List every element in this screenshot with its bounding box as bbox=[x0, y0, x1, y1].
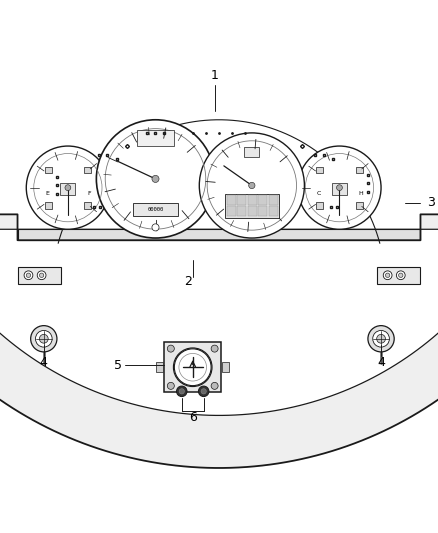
Circle shape bbox=[31, 326, 57, 352]
Bar bbox=[164, 342, 221, 392]
Circle shape bbox=[179, 389, 184, 394]
Bar bbox=[268, 196, 278, 205]
Bar bbox=[156, 362, 163, 373]
Bar bbox=[84, 167, 91, 173]
Circle shape bbox=[211, 345, 218, 352]
Circle shape bbox=[24, 271, 33, 280]
Circle shape bbox=[167, 345, 174, 352]
Bar bbox=[137, 130, 174, 147]
Text: 4: 4 bbox=[40, 357, 48, 369]
Circle shape bbox=[26, 273, 31, 278]
Polygon shape bbox=[0, 213, 438, 415]
Circle shape bbox=[37, 271, 46, 280]
Bar bbox=[377, 266, 420, 284]
Circle shape bbox=[96, 120, 215, 238]
Circle shape bbox=[173, 348, 212, 386]
Circle shape bbox=[174, 349, 211, 386]
Text: E: E bbox=[45, 191, 49, 196]
Circle shape bbox=[199, 133, 304, 238]
Circle shape bbox=[152, 175, 159, 182]
Circle shape bbox=[211, 382, 218, 390]
Bar bbox=[316, 167, 323, 173]
Bar bbox=[226, 206, 236, 216]
Bar bbox=[258, 206, 267, 216]
Text: 1: 1 bbox=[211, 69, 219, 83]
Circle shape bbox=[368, 326, 394, 352]
Bar bbox=[258, 196, 267, 205]
Circle shape bbox=[399, 273, 403, 278]
Text: 2: 2 bbox=[184, 276, 192, 288]
Text: 4: 4 bbox=[377, 357, 385, 369]
Bar bbox=[268, 206, 278, 216]
Bar bbox=[18, 229, 420, 240]
Circle shape bbox=[383, 271, 392, 280]
Circle shape bbox=[65, 185, 71, 191]
Text: 5: 5 bbox=[114, 359, 122, 372]
Bar bbox=[356, 203, 363, 208]
Bar bbox=[247, 206, 257, 216]
Bar bbox=[247, 196, 257, 205]
Bar bbox=[356, 167, 363, 173]
Text: H: H bbox=[358, 191, 363, 196]
Circle shape bbox=[152, 224, 159, 231]
Circle shape bbox=[39, 334, 48, 343]
Circle shape bbox=[336, 185, 343, 191]
Circle shape bbox=[298, 146, 381, 229]
Bar bbox=[244, 147, 259, 157]
Text: 3: 3 bbox=[427, 197, 435, 209]
Text: F: F bbox=[87, 191, 91, 196]
Text: C: C bbox=[317, 191, 321, 196]
Bar bbox=[226, 196, 236, 205]
Bar bbox=[18, 266, 61, 284]
Bar bbox=[332, 183, 347, 195]
Text: 00000: 00000 bbox=[147, 207, 164, 212]
Circle shape bbox=[198, 386, 209, 397]
Bar bbox=[84, 203, 91, 208]
Bar bbox=[45, 167, 52, 173]
Circle shape bbox=[396, 271, 405, 280]
Bar bbox=[316, 203, 323, 208]
Circle shape bbox=[373, 330, 389, 347]
Bar bbox=[237, 196, 246, 205]
Bar bbox=[225, 195, 279, 218]
Circle shape bbox=[26, 146, 110, 229]
Bar bbox=[133, 203, 178, 215]
Bar bbox=[237, 206, 246, 216]
Text: 6: 6 bbox=[189, 411, 197, 424]
Circle shape bbox=[249, 182, 255, 189]
Circle shape bbox=[39, 273, 44, 278]
Circle shape bbox=[177, 386, 187, 397]
Circle shape bbox=[35, 330, 52, 347]
Bar bbox=[45, 203, 52, 208]
Bar bbox=[60, 183, 75, 195]
Circle shape bbox=[167, 382, 174, 390]
Polygon shape bbox=[0, 214, 438, 468]
Circle shape bbox=[377, 334, 385, 343]
Circle shape bbox=[385, 273, 390, 278]
Circle shape bbox=[201, 389, 206, 394]
Bar bbox=[222, 362, 229, 373]
